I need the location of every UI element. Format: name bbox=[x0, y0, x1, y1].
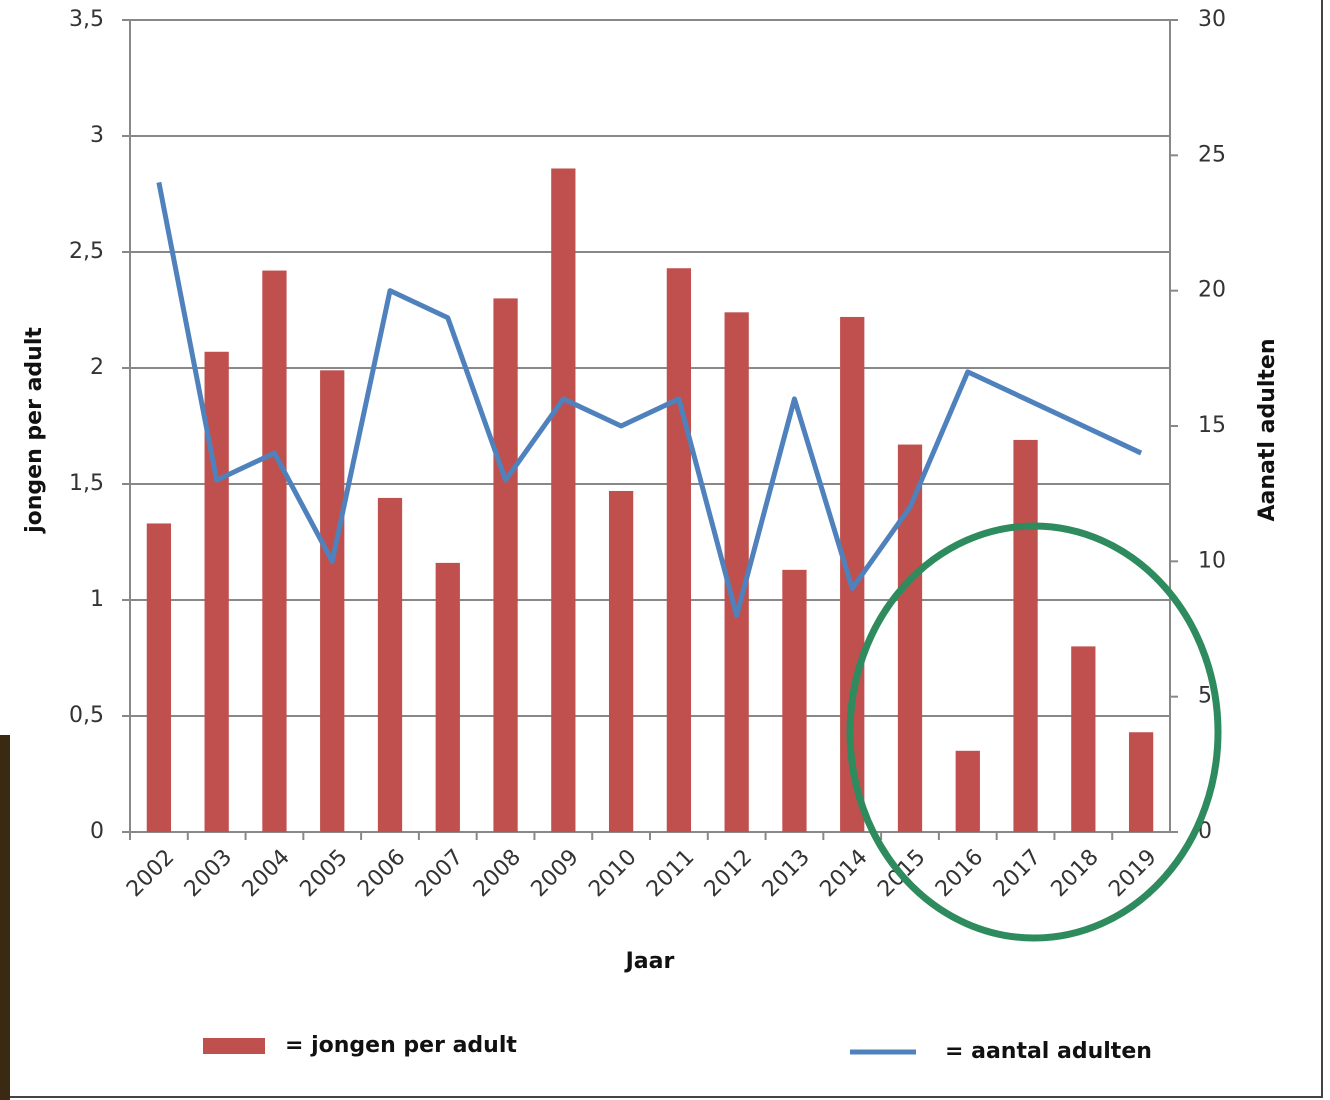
y2-tick-label: 25 bbox=[1198, 142, 1226, 167]
y-tick-label: 1 bbox=[90, 587, 104, 612]
y-tick-label: 0,5 bbox=[69, 703, 104, 728]
y2-tick-label: 10 bbox=[1198, 548, 1226, 573]
highlight-ellipse bbox=[846, 522, 1222, 942]
bar bbox=[435, 562, 460, 832]
bar bbox=[377, 497, 403, 832]
bar bbox=[320, 370, 345, 832]
y-tick-label: 2,5 bbox=[69, 239, 104, 264]
y-tick-label: 0 bbox=[90, 819, 104, 844]
bar bbox=[262, 270, 287, 832]
y-axis-title: jongen per adult bbox=[22, 327, 47, 534]
bar bbox=[955, 750, 980, 832]
legend-label: = aantal adulten bbox=[945, 1039, 1152, 1064]
bar bbox=[608, 490, 634, 832]
bar bbox=[146, 523, 172, 832]
y2-axis-title: Aanatl adulten bbox=[1255, 339, 1280, 522]
bar bbox=[666, 268, 692, 832]
bar bbox=[1071, 646, 1096, 832]
x-axis-title: Jaar bbox=[624, 949, 675, 974]
bar bbox=[551, 168, 576, 833]
y2-tick-label: 30 bbox=[1198, 7, 1226, 32]
y2-tick-label: 5 bbox=[1198, 684, 1212, 709]
line bbox=[156, 181, 1143, 618]
bar bbox=[782, 569, 807, 832]
bar bbox=[493, 298, 518, 832]
photo-edge bbox=[0, 735, 10, 1100]
y-tick-label: 2 bbox=[90, 355, 104, 380]
y-tick-label: 3 bbox=[90, 123, 104, 148]
y2-tick-label: 15 bbox=[1198, 413, 1226, 438]
bar bbox=[724, 312, 749, 832]
bar bbox=[1013, 439, 1038, 832]
y-tick-label: 1,5 bbox=[69, 471, 104, 496]
legend-label: = jongen per adult bbox=[285, 1033, 517, 1058]
y2-tick-label: 20 bbox=[1198, 278, 1226, 303]
bar bbox=[1128, 732, 1154, 832]
legend-swatch bbox=[203, 1038, 265, 1054]
y-tick-label: 3,5 bbox=[69, 7, 104, 32]
